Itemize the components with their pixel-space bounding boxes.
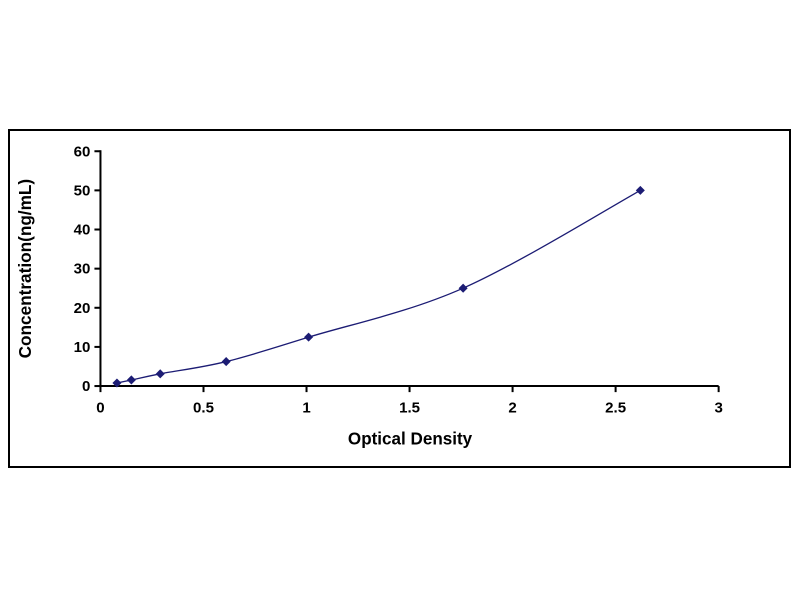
y-axis-title: Concentration(ng/mL) <box>15 179 35 358</box>
x-tick-label: 1.5 <box>399 399 420 416</box>
x-tick-label: 2.5 <box>605 399 626 416</box>
data-point-marker <box>155 369 165 379</box>
y-tick-label: 30 <box>74 261 91 278</box>
curve-line <box>116 189 641 384</box>
y-tick-label: 10 <box>74 339 91 356</box>
standard-curve-plot: Optical Density Concentration(ng/mL) 0 0.… <box>15 143 723 449</box>
y-tick-label: 60 <box>74 143 91 160</box>
data-point-marker <box>635 185 645 195</box>
data-point-marker <box>458 283 468 293</box>
data-point-marker <box>126 375 136 385</box>
x-tick-label: 0.5 <box>193 399 214 416</box>
x-tick-label: 1 <box>302 399 310 416</box>
figure-border: Optical Density Concentration(ng/mL) 0 0.… <box>8 129 791 468</box>
y-tick-label: 0 <box>82 378 90 395</box>
y-tick-label: 40 <box>74 222 91 239</box>
data-point-marker <box>304 332 314 342</box>
x-tick-label: 2 <box>508 399 516 416</box>
x-tick-label: 3 <box>714 399 722 416</box>
data-point-marker <box>221 357 231 367</box>
y-tick-label: 50 <box>74 182 91 199</box>
y-tick-label: 20 <box>74 300 91 317</box>
x-tick-label: 0 <box>96 399 104 416</box>
x-axis-title: Optical Density <box>348 429 473 449</box>
